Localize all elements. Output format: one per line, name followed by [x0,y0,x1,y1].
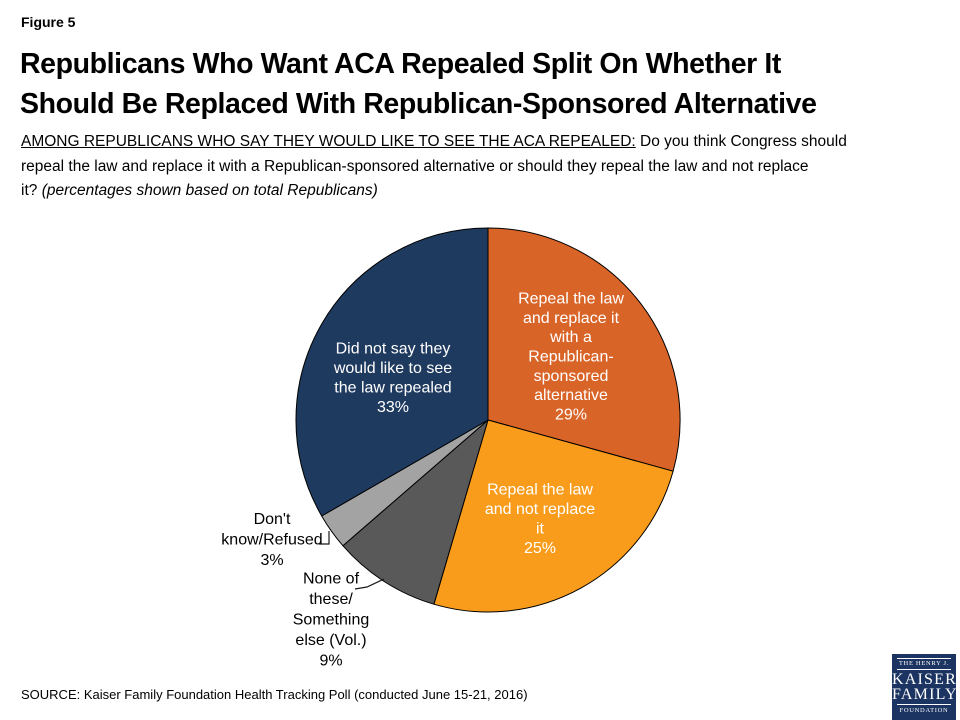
title-line-1: Republicans Who Want ACA Repealed Split … [20,48,781,80]
subtitle-line-3: it? (percentages shown based on total Re… [21,179,847,204]
pie-slice-5 [295,227,489,517]
leader-line-4 [319,531,330,545]
logo-rule-mid [897,669,951,670]
subtitle-line-1-rest: Do you think Congress should [635,133,847,150]
logo-family-text: FAMILY [892,686,958,703]
subtitle-underlined-text: AMONG REPUBLICANS WHO SAY THEY WOULD LIK… [21,133,636,150]
pie-slice-1 [487,227,681,472]
pie-label-3: None of these/Something else (Vol.) 9% [293,571,370,670]
pie-slice-2 [433,419,674,613]
logo-rule-bottom [897,704,951,705]
pie-label-4: Don't know/Refused 3% [221,511,322,569]
leader-line-3 [354,578,385,590]
logo-henry-j-text: THE HENRY J. [898,660,950,667]
logo-rule-top [897,658,951,659]
logo-kaiser-text: KAISER [892,671,957,688]
logo-foundation-text: FOUNDATION [899,707,949,714]
pie-label-5: Did not say they would like to see the law… [333,340,452,416]
pie-label-2: Repeal the law and not replace it 25% [485,481,595,557]
title-line-2: Should Be Replaced With Republican-Spons… [20,88,817,120]
subtitle-line-3-prefix: it? [21,182,42,199]
subtitle-note-italic: (percentages shown based on total Republ… [41,182,378,199]
kff-logo: THE HENRY J. KAISER FAMILY FOUNDATION [892,654,958,720]
subtitle-line-2: repeal the law and replace it with a Rep… [21,157,809,175]
pie-slice-3 [342,419,489,605]
subtitle: AMONG REPUBLICANS WHO SAY THEY WOULD LIK… [21,130,847,204]
source-note: SOURCE: Kaiser Family Foundation Health … [21,687,528,702]
pie-label-1: Repeal the law and replace it with a Republ… [518,291,624,424]
figure-number: Figure 5 [21,14,76,30]
subtitle-line-1: AMONG REPUBLICANS WHO SAY THEY WOULD LIK… [21,130,847,155]
page-title: Republicans Who Want ACA Repealed Split … [20,44,817,124]
